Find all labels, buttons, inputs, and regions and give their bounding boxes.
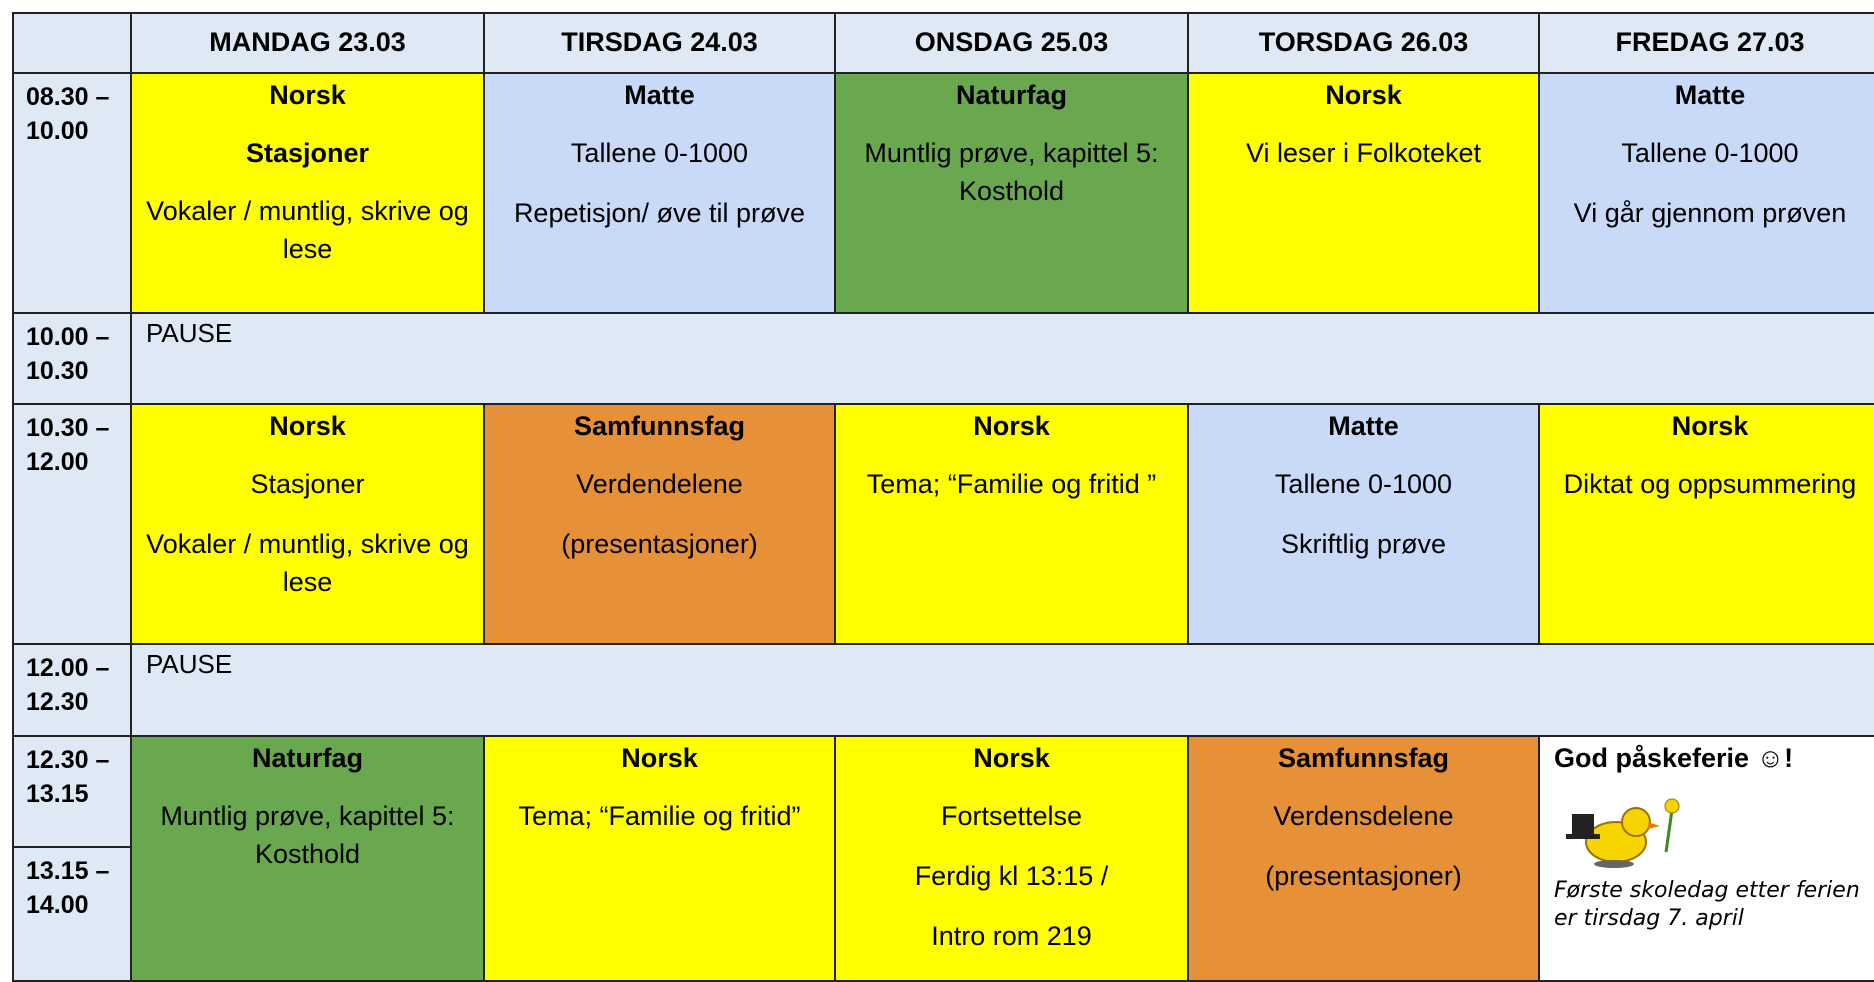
time-cell: 10.30 – 12.00 <box>12 403 132 645</box>
lesson-text: (presentasjoner) <box>1265 861 1462 891</box>
lesson-cell: Naturfag Muntlig prøve, kapittel 5: Kosth… <box>834 72 1189 314</box>
day-header: MANDAG 23.03 <box>130 12 485 74</box>
time-cell: 10.00 – 10.30 <box>12 312 132 405</box>
lesson-text: Vi leser i Folkoteket <box>1245 138 1482 168</box>
subject: Matte <box>1328 411 1399 441</box>
lesson-cell: Norsk Fortsettelse Ferdig kl 13:15 / Intro … <box>834 735 1189 982</box>
lesson-text: Tema; “Familie og fritid” <box>518 801 801 831</box>
subject: Norsk <box>269 80 346 110</box>
time-label: 10.30 <box>26 357 89 385</box>
lesson-text: Muntlig prøve, kapittel 5: Kosthold <box>864 138 1159 206</box>
lesson-text: Stasjoner <box>250 469 365 499</box>
lesson-text: Tallene 0-1000 <box>1274 469 1453 499</box>
day-header: FREDAG 27.03 <box>1538 12 1874 74</box>
subject: Norsk <box>973 411 1050 441</box>
subject: Norsk <box>621 743 698 773</box>
time-label: 12.00 – <box>26 654 110 682</box>
greeting-title: God påskeferie ☺! <box>1554 743 1794 773</box>
lesson-text: Vokaler / muntlig, skrive og lese <box>146 196 469 264</box>
lesson-cell: Matte Tallene 0-1000 Skriftlig prøve <box>1187 403 1540 645</box>
time-label: 13.15 <box>26 780 89 808</box>
time-cell: 12.30 – 13.15 <box>12 735 132 848</box>
day-header: ONSDAG 25.03 <box>834 12 1189 74</box>
subject: Norsk <box>973 743 1050 773</box>
time-label: 14.00 <box>26 891 89 919</box>
time-label: 12.30 – <box>26 746 110 774</box>
lesson-cell: Norsk Stasjoner Vokaler / muntlig, skrive … <box>130 403 485 645</box>
subject: Matte <box>1674 80 1746 110</box>
time-label: 13.15 – <box>26 857 110 885</box>
lesson-text: Vi går gjennom prøven <box>1573 198 1847 228</box>
lesson-cell: Matte Tallene 0-1000 Vi går gjennom prøven <box>1538 72 1874 314</box>
day-header: TORSDAG 26.03 <box>1187 12 1540 74</box>
pause-cell: PAUSE <box>130 643 1874 737</box>
lesson-text: Fortsettelse <box>940 801 1083 831</box>
time-label: 10.00 <box>26 117 89 145</box>
time-cell: 08.30 – 10.00 <box>12 72 132 314</box>
greeting-note: Første skoledag etter ferien er tirsdag … <box>1554 878 1860 931</box>
lesson-cell: Norsk Stasjoner Vokaler / muntlig, skrive … <box>130 72 485 314</box>
easter-chick-icon <box>1566 798 1680 868</box>
lesson-cell: Norsk Diktat og oppsummering <box>1538 403 1874 645</box>
lesson-text: Muntlig prøve, kapittel 5: Kosthold <box>160 801 455 869</box>
corner-cell <box>12 12 132 74</box>
lesson-cell: Samfunnsfag Verdensdelene (presentasjoner) <box>1187 735 1540 982</box>
lesson-text: Ferdig kl 13:15 / <box>914 861 1109 891</box>
subject: Samfunnsfag <box>573 411 746 441</box>
time-cell: 12.00 – 12.30 <box>12 643 132 737</box>
lesson-cell: Norsk Tema; “Familie og fritid ” <box>834 403 1189 645</box>
time-label: 12.30 <box>26 688 89 716</box>
lesson-text: Tallene 0-1000 <box>1621 138 1799 168</box>
lesson-cell: Naturfag Muntlig prøve, kapittel 5: Kosth… <box>130 735 485 982</box>
lesson-cell: Matte Tallene 0-1000 Repetisjon/ øve til p… <box>483 72 836 314</box>
lesson-text: Vokaler / muntlig, skrive og lese <box>146 529 469 597</box>
subject: Norsk <box>269 411 346 441</box>
day-header: TIRSDAG 24.03 <box>483 12 836 74</box>
time-label: 12.00 <box>26 448 89 476</box>
lesson-text: Intro rom 219 <box>931 921 1092 951</box>
lesson-text: Repetisjon/ øve til prøve <box>513 198 806 228</box>
lesson-text: Tallene 0-1000 <box>570 138 749 168</box>
subject: Norsk <box>1325 80 1402 110</box>
lesson-text: Diktat og oppsummering <box>1563 469 1857 499</box>
subject: Norsk <box>1671 411 1749 441</box>
lesson-cell: Norsk Tema; “Familie og fritid” <box>483 735 836 982</box>
lesson-heading: Stasjoner <box>245 138 370 168</box>
pause-cell: PAUSE <box>130 312 1874 405</box>
time-label: 08.30 – <box>26 83 110 111</box>
lesson-text: Skriftlig prøve <box>1280 529 1447 559</box>
lesson-cell: God påskeferie ☺! Første skoledag etter f… <box>1538 735 1874 982</box>
time-label: 10.00 – <box>26 323 110 351</box>
lesson-cell: Samfunnsfag Verdendelene (presentasjoner) <box>483 403 836 645</box>
lesson-text: (presentasjoner) <box>561 529 758 559</box>
lesson-cell: Norsk Vi leser i Folkoteket <box>1187 72 1540 314</box>
subject: Naturfag <box>251 743 363 773</box>
subject: Naturfag <box>955 80 1067 110</box>
lesson-text: Verdensdelene <box>1273 801 1454 831</box>
lesson-text: Verdendelene <box>576 469 743 499</box>
lesson-text: Tema; “Familie og fritid ” <box>866 469 1157 499</box>
time-cell: 13.15 – 14.00 <box>12 846 132 982</box>
time-label: 10.30 – <box>26 414 110 442</box>
subject: Matte <box>624 80 695 110</box>
subject: Samfunnsfag <box>1277 743 1450 773</box>
